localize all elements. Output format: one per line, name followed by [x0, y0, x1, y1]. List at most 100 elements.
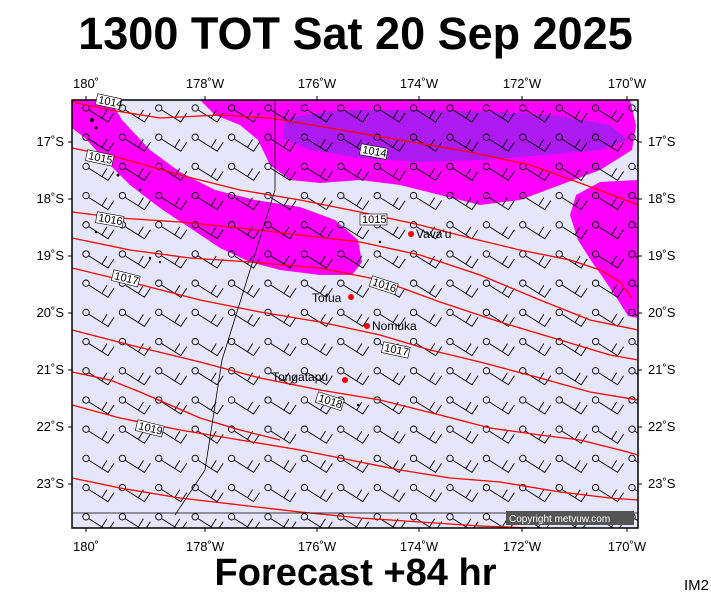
wind-barb — [227, 308, 260, 328]
wind-barb — [628, 162, 638, 171]
wind-barb — [191, 367, 224, 386]
wind-barb — [482, 425, 515, 444]
wind-barb — [118, 396, 151, 415]
wind-barb — [227, 133, 260, 152]
wind-barb — [628, 221, 638, 230]
wind-barb — [591, 425, 624, 444]
wind-barb — [118, 191, 151, 211]
wind-barb — [300, 133, 333, 152]
wind-barb — [482, 250, 515, 269]
isobar-1019-line — [72, 404, 638, 501]
wind-barb — [591, 454, 624, 474]
wind-barb — [191, 133, 224, 152]
vavau-dot — [408, 231, 414, 237]
wind-barb — [191, 191, 224, 211]
tofua-dot — [348, 294, 354, 300]
place-label-vavau: Vava'u — [416, 227, 451, 241]
wind-barb — [628, 308, 638, 317]
lon-label-bottom-176w: 176˚W — [298, 539, 337, 554]
place-label-nomuka: Nomuka — [372, 319, 417, 333]
wind-barb — [227, 191, 260, 211]
wind-barb — [118, 367, 151, 386]
wind-barb — [337, 367, 370, 386]
wind-barb — [264, 337, 297, 357]
wind-barb — [82, 279, 115, 298]
wind-barb — [118, 250, 151, 269]
wind-barb — [519, 396, 552, 415]
isobar-1017-line — [72, 267, 638, 401]
wind-barb — [191, 337, 224, 357]
lat-label-right-21s: 21˚S — [648, 362, 676, 377]
wind-barb — [446, 250, 479, 269]
wind-barb — [555, 337, 588, 357]
wind-barb — [628, 191, 638, 201]
wind-barb — [227, 279, 260, 298]
longitude-labels-bottom: 180˚ 178˚W 176˚W 174˚W 172˚W 170˚W — [73, 539, 647, 554]
wind-barb — [82, 425, 115, 444]
lat-label-left-21s: 21˚S — [37, 362, 65, 377]
lon-label-top-176w: 176˚W — [298, 76, 337, 91]
wind-barb — [409, 483, 442, 503]
wind-barb — [300, 513, 333, 528]
isobar-label-1019: 1019 — [137, 420, 164, 438]
wind-barb — [191, 104, 224, 123]
wind-barb — [591, 162, 624, 182]
wind-barb — [555, 454, 588, 474]
nomuka-dot — [364, 323, 370, 329]
wind-barb — [155, 133, 188, 152]
wind-barb — [118, 454, 151, 474]
lon-label-top-172w: 172˚W — [503, 76, 542, 91]
wind-barb — [300, 221, 333, 240]
time-zone-line — [174, 100, 276, 516]
wind-barb — [409, 367, 442, 386]
wind-barb — [300, 308, 333, 328]
lat-label-left-17s: 17˚S — [37, 134, 65, 149]
wind-barb — [227, 483, 260, 503]
isobar-1020-line — [72, 477, 531, 528]
wind-barb — [337, 221, 370, 240]
wind-barb — [337, 162, 370, 182]
wind-barb — [519, 454, 552, 474]
isobar-label-1017-east: 1017 — [383, 342, 409, 359]
wind-barb — [191, 454, 224, 474]
copyright-text: Copyright metvuw.com — [509, 514, 610, 525]
wind-barb — [591, 337, 624, 357]
wind-barb — [373, 425, 406, 444]
lat-label-right-20s: 20˚S — [648, 305, 676, 320]
longitude-labels-top: 180˚ 178˚W 176˚W 174˚W 172˚W 170˚W — [73, 76, 647, 91]
isobar-label-1014-east: 1014 — [361, 144, 387, 160]
wind-barb — [191, 221, 224, 240]
wind-barb — [264, 425, 297, 444]
map-frame — [71, 99, 639, 529]
forecast-lead-time: Forecast +84 hr — [214, 552, 497, 594]
wind-barb — [482, 133, 515, 152]
wind-barb — [591, 396, 624, 415]
wind-barb — [155, 191, 188, 211]
wind-barb — [519, 483, 552, 503]
wind-barb — [300, 454, 333, 474]
wind-barb — [264, 454, 297, 474]
isobar-1014-line — [72, 101, 638, 206]
wind-barb — [300, 337, 333, 357]
wind-barb — [82, 133, 115, 152]
lon-label-top-178w: 178˚W — [186, 76, 225, 91]
wind-barb — [337, 425, 370, 444]
wind-barb — [337, 191, 370, 211]
wind-barb — [227, 454, 260, 474]
wind-barb — [373, 483, 406, 503]
wind-barb — [628, 337, 638, 347]
lon-label-bottom-178w: 178˚W — [186, 539, 225, 554]
wind-barb — [300, 483, 333, 503]
latitude-labels-left: 17˚S 18˚S 19˚S 20˚S 21˚S 22˚S 23˚S — [37, 134, 65, 491]
wind-barb — [482, 337, 515, 357]
lon-label-bottom-180: 180˚ — [73, 539, 99, 554]
wind-barb — [555, 367, 588, 386]
lon-label-bottom-170w: 170˚W — [608, 539, 647, 554]
wind-barb — [555, 104, 588, 123]
wind-barb — [555, 425, 588, 444]
wind-barb — [300, 250, 333, 269]
wind-barb — [337, 308, 370, 328]
wind-barb — [155, 396, 188, 415]
wind-barb — [118, 308, 151, 328]
